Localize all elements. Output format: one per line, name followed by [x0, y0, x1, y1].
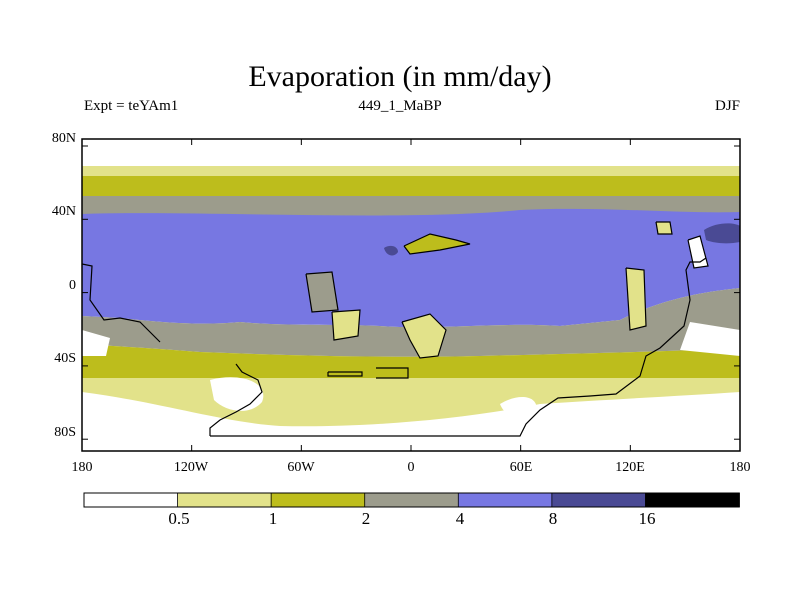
patch-continent-f	[656, 222, 672, 234]
coastline-continent-d	[625, 267, 647, 331]
patch-antarctic-white	[210, 377, 264, 411]
axis-ticks	[81, 139, 741, 451]
colorbar-segment	[83, 492, 179, 508]
coastlines	[82, 221, 709, 437]
coastline-island-a	[327, 371, 363, 377]
lon-tick-60e: 60E	[509, 460, 533, 475]
coastline-north-continent	[403, 233, 471, 255]
colorbar	[83, 492, 740, 508]
colorbar-label-4: 4	[455, 509, 465, 528]
coastline-antarctica-west	[209, 363, 263, 436]
lat-tick-40n: 40N	[51, 204, 76, 219]
spot-high-1	[384, 245, 398, 256]
coastline-continent-e	[687, 235, 709, 269]
band-south-olive	[82, 344, 740, 378]
colorbar-label-8: 8	[548, 509, 558, 528]
colorbar-segment	[364, 492, 460, 508]
band-south-grey	[82, 288, 740, 357]
lon-tick-60w: 60W	[287, 460, 315, 475]
coastline-west	[82, 263, 161, 343]
patch-southeast-white	[680, 322, 740, 356]
coastline-continent-f	[655, 221, 673, 235]
map-field	[82, 139, 740, 451]
coastline-continent-c	[401, 313, 447, 359]
band-north-olive	[82, 176, 740, 198]
period-label: 449_1_MaBP	[358, 98, 442, 114]
coastline-continent-a	[305, 271, 339, 313]
patch-continent-c	[402, 314, 446, 358]
experiment-label: Expt = teYAm1	[84, 98, 179, 114]
colorbar-frame	[83, 492, 740, 508]
patch-continent-a	[306, 272, 338, 312]
colorbar-segment	[457, 492, 553, 508]
coastline-continent-b	[331, 309, 361, 341]
coastline-antarctica-east	[210, 257, 707, 437]
lon-tick-0: 0	[407, 460, 415, 475]
lon-tick-120e: 120E	[615, 460, 645, 475]
colorbar-segment	[177, 492, 273, 508]
lat-tick-80n: 80N	[51, 131, 76, 146]
season-label: DJF	[714, 98, 740, 114]
patch-continent-d	[626, 268, 646, 330]
colorbar-label-16: 16	[638, 509, 656, 528]
colorbar-segment	[551, 492, 647, 508]
plot-title: Evaporation (in mm/day)	[248, 60, 552, 93]
spot-high-2	[704, 223, 740, 244]
lat-tick-0: 0	[69, 278, 76, 293]
band-north-light	[82, 166, 740, 178]
colorbar-segment	[645, 492, 740, 508]
patch-continent-b	[332, 310, 360, 340]
lon-tick-120w: 120W	[173, 460, 209, 475]
lon-tick-180e: 180	[729, 460, 751, 475]
patch-antarctic-white-2	[500, 397, 537, 419]
patch-southwest-white	[82, 330, 110, 356]
lat-tick-40s: 40S	[54, 351, 76, 366]
lat-tick-80s: 80S	[54, 425, 76, 440]
coastline-island-b	[376, 367, 409, 379]
colorbar-label-0-5: 0.5	[168, 509, 190, 528]
colorbar-segment	[270, 492, 366, 508]
band-tropical-blue	[82, 208, 740, 328]
colorbar-label-1: 1	[268, 509, 278, 528]
lon-tick-180w: 180	[71, 460, 93, 475]
colorbar-label-2: 2	[361, 509, 371, 528]
